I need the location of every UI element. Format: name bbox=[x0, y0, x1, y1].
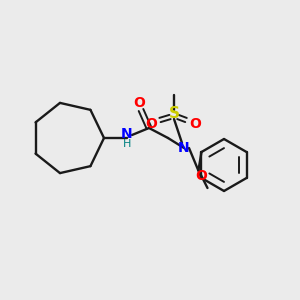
Text: N: N bbox=[178, 141, 190, 155]
Text: O: O bbox=[196, 169, 207, 183]
Text: O: O bbox=[145, 117, 157, 131]
Text: N: N bbox=[121, 127, 133, 141]
Text: H: H bbox=[123, 139, 131, 149]
Text: S: S bbox=[169, 106, 179, 122]
Text: O: O bbox=[133, 96, 145, 110]
Text: O: O bbox=[189, 117, 201, 131]
